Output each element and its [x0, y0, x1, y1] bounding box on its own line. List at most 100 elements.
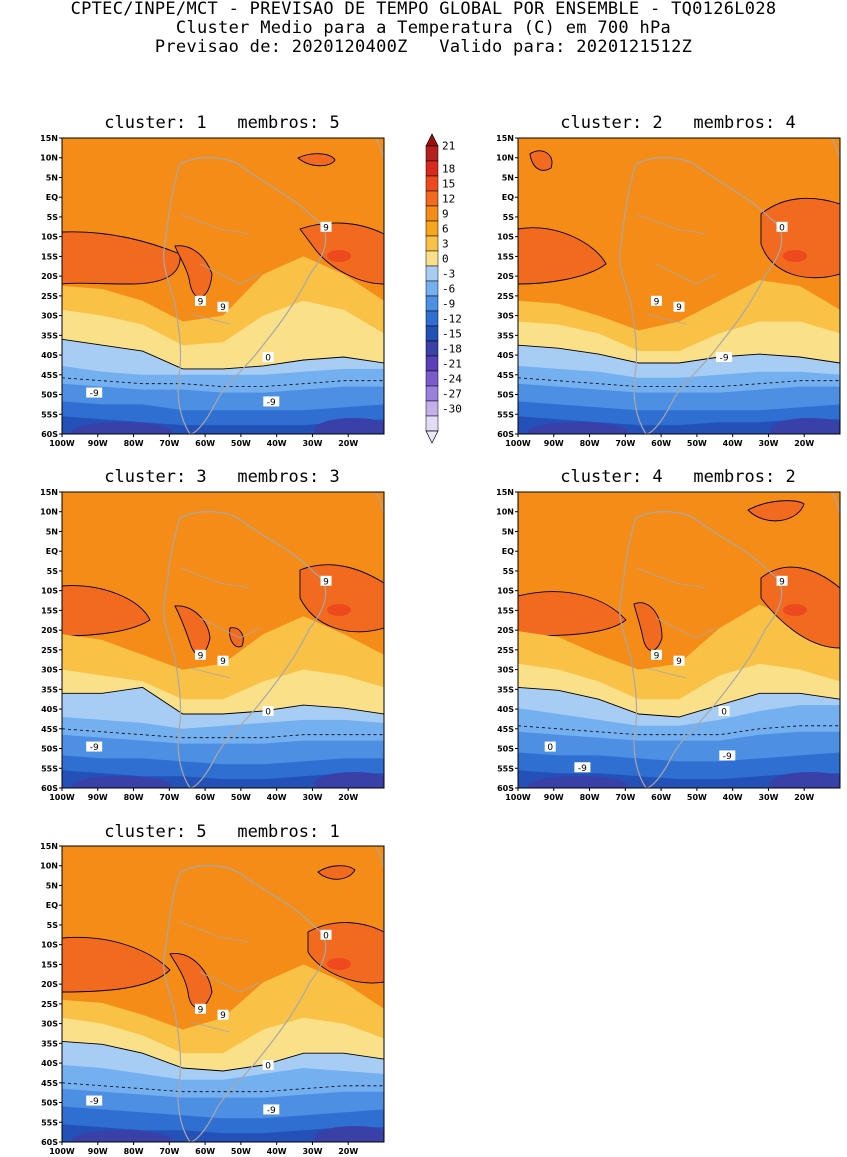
contour-label: 0 [320, 929, 332, 941]
lat-tick-label: 10S [41, 941, 58, 950]
contour-label: 9 [194, 295, 206, 307]
lat-tick-label: 45S [41, 371, 58, 380]
colorbar-segment [425, 370, 439, 387]
panel-4-title: cluster: 4 membros: 2 [560, 467, 796, 487]
lon-tick-label: 20W [338, 1147, 358, 1156]
lat-tick-label: 5S [47, 213, 59, 222]
colorbar-label: -9 [442, 298, 455, 311]
lat-tick-label: 40S [41, 351, 58, 360]
colorbar-bottom-triangle [425, 430, 439, 444]
lat-tick-label: 20S [497, 272, 514, 281]
svg-text:0: 0 [265, 708, 271, 718]
lon-tick-label: 70W [159, 793, 179, 802]
contour-label: 9 [194, 1003, 206, 1015]
header-title-line2: Cluster Medio para a Temperatura (C) em … [175, 18, 672, 38]
map-panel-cluster-2: 9 9 0 -9 15N 10N 5N EQ 5S 10S 15S 20S 25S 30S 35S 40S 45… [496, 134, 841, 448]
lat-tick-label: 50S [41, 391, 58, 400]
lat-tick-label: 60S [497, 784, 514, 793]
header-title-line1: CPTEC/INPE/MCT - PREVISAO DE TEMPO GLOBA… [70, 0, 777, 19]
lat-tick-label: 5N [46, 173, 58, 182]
lat-tick-label: 50S [497, 745, 514, 754]
lat-tick-label: 10N [40, 862, 58, 871]
contour-label: -9 [716, 352, 733, 364]
lon-tick-label: 50W [231, 439, 251, 448]
lon-tick-label: 60W [651, 439, 671, 448]
colorbar-segment [425, 295, 439, 312]
continent-outline [163, 511, 327, 788]
lat-tick-label: 5S [47, 921, 59, 930]
lat-tick-label: 10N [496, 154, 514, 163]
lon-tick-label: 20W [794, 793, 814, 802]
lat-tick-label: 45S [41, 725, 58, 734]
colorbar-label: 9 [442, 208, 449, 221]
lat-tick-label: 20S [41, 272, 58, 281]
lat-tick-label: 5N [46, 881, 58, 890]
lat-tick-label: 40S [41, 705, 58, 714]
lon-tick-label: 20W [338, 439, 358, 448]
colorbar-label: 12 [442, 193, 455, 206]
panel-1-title: cluster: 1 membros: 5 [104, 113, 340, 133]
colorbar-label: -30 [442, 403, 462, 416]
svg-text:0: 0 [779, 223, 785, 233]
map-frame [517, 491, 841, 789]
lat-tick-label: 15S [41, 960, 58, 969]
lat-tick-label: 40S [497, 351, 514, 360]
lat-tick-label: 45S [497, 371, 514, 380]
lon-tick-label: 50W [231, 1147, 251, 1156]
map-field [62, 492, 384, 788]
lon-tick-label: 30W [302, 793, 322, 802]
header-title-line3: Previsao de: 2020120400Z Valido para: 20… [154, 37, 693, 57]
contour-label: 9 [194, 649, 206, 661]
contour-label: 9 [650, 649, 662, 661]
lat-tick-label: 10S [41, 233, 58, 242]
colorbar-segment [425, 385, 439, 402]
lat-tick-label: 25S [41, 646, 58, 655]
svg-text:9: 9 [676, 303, 682, 313]
svg-text:9: 9 [198, 297, 204, 307]
lat-tick-label: EQ [46, 547, 58, 556]
lat-tick-label: 25S [41, 292, 58, 301]
lon-tick-label: 60W [195, 1147, 215, 1156]
lon-tick-label: 20W [338, 793, 358, 802]
svg-text:0: 0 [323, 931, 329, 941]
colorbar-label: -12 [442, 313, 462, 326]
colorbar-segment [425, 280, 439, 297]
lon-tick-label: 40W [267, 439, 287, 448]
lon-tick-label: 80W [124, 439, 144, 448]
lat-tick-label: EQ [502, 547, 514, 556]
svg-text:9: 9 [676, 657, 682, 667]
colorbar-segment [425, 400, 439, 417]
colorbar-segment [425, 145, 439, 162]
lon-tick-label: 40W [267, 1147, 287, 1156]
lon-tick-label: 50W [231, 793, 251, 802]
lat-tick-label: 35S [497, 685, 514, 694]
colorbar-segment [425, 250, 439, 267]
lat-tick-label: 15N [496, 488, 514, 497]
colorbar-segment [425, 160, 439, 177]
map-field [62, 138, 384, 434]
svg-text:-9: -9 [90, 1097, 99, 1107]
lon-tick-label: 60W [195, 439, 215, 448]
lat-tick-label: 60S [41, 784, 58, 793]
svg-text:9: 9 [654, 297, 660, 307]
contour-label: -9 [719, 750, 736, 762]
lon-tick-label: 30W [758, 793, 778, 802]
map-panel-cluster-1: 9 9 9 0 -9 -9 15N 10N 5N EQ 5S 10S 15S 20S 25S 30S 35S 40… [40, 134, 385, 448]
lon-tick-label: 70W [159, 439, 179, 448]
contour-label: 0 [262, 1060, 274, 1072]
lat-tick-label: 35S [41, 685, 58, 694]
lon-tick-label: 70W [159, 1147, 179, 1156]
colorbar-label: 18 [442, 163, 455, 176]
svg-text:9: 9 [323, 223, 329, 233]
contour-label: 0 [262, 706, 274, 718]
lat-tick-label: 60S [497, 430, 514, 439]
lat-tick-label: 15N [40, 134, 58, 143]
lat-tick-label: 5S [503, 567, 515, 576]
svg-text:-9: -9 [267, 398, 276, 408]
lat-tick-label: 15N [40, 488, 58, 497]
colorbar-label: 21 [442, 140, 455, 153]
lon-tick-label: 40W [723, 793, 743, 802]
lat-tick-label: 15S [497, 252, 514, 261]
lat-tick-label: 10N [496, 508, 514, 517]
contour-label: 0 [262, 352, 274, 364]
